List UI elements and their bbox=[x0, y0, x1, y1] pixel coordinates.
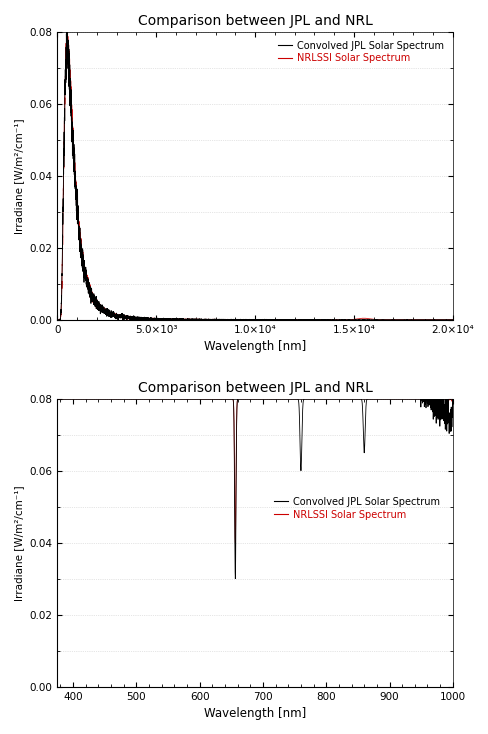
Y-axis label: Irradiane [W/m²/cm⁻¹]: Irradiane [W/m²/cm⁻¹] bbox=[14, 485, 24, 600]
Legend: Convolved JPL Solar Spectrum, NRLSSI Solar Spectrum: Convolved JPL Solar Spectrum, NRLSSI Sol… bbox=[274, 37, 448, 68]
X-axis label: Wavelength [nm]: Wavelength [nm] bbox=[204, 707, 306, 720]
X-axis label: Wavelength [nm]: Wavelength [nm] bbox=[204, 340, 306, 353]
Title: Comparison between JPL and NRL: Comparison between JPL and NRL bbox=[138, 14, 372, 28]
Y-axis label: Irradiane [W/m²/cm⁻¹]: Irradiane [W/m²/cm⁻¹] bbox=[14, 118, 24, 233]
Legend: Convolved JPL Solar Spectrum, NRLSSI Solar Spectrum: Convolved JPL Solar Spectrum, NRLSSI Sol… bbox=[270, 493, 444, 523]
Title: Comparison between JPL and NRL: Comparison between JPL and NRL bbox=[138, 381, 372, 395]
